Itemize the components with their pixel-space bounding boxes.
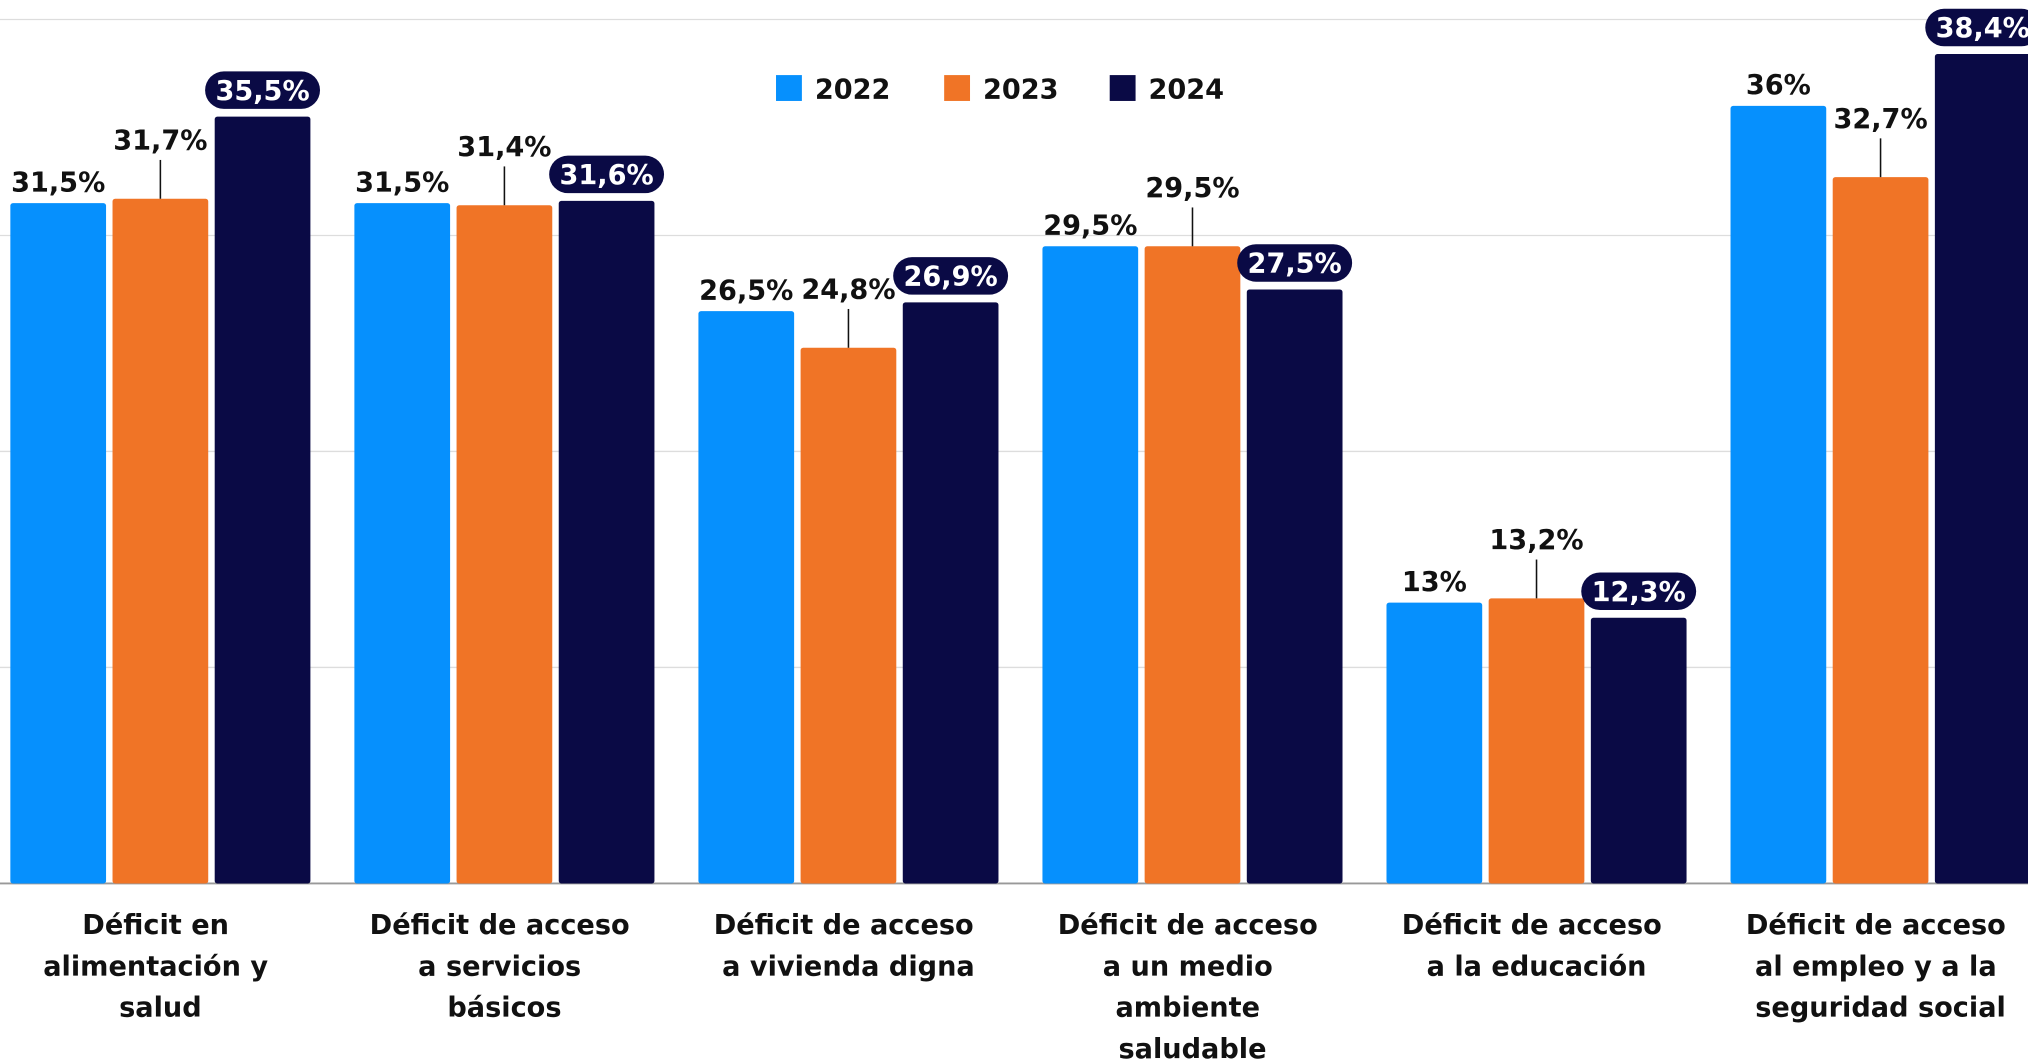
value-label-pill	[1237, 244, 1353, 282]
bar	[112, 198, 209, 884]
value-label: 26,5%	[699, 275, 793, 306]
value-label-pill	[549, 155, 665, 194]
value-label: 31,5%	[355, 167, 449, 198]
bar	[1386, 602, 1483, 884]
legend-swatch	[944, 75, 971, 101]
bar	[558, 200, 655, 884]
value-label-pill	[205, 71, 321, 109]
legend-swatch	[776, 75, 802, 101]
value-label: 36%	[1746, 70, 1811, 101]
legend-label: 2022	[815, 74, 891, 105]
value-label: 31,5%	[11, 167, 105, 198]
bar	[10, 203, 107, 884]
bar	[354, 203, 451, 884]
bar	[1042, 246, 1139, 884]
value-label: 31,6%	[559, 160, 653, 191]
bar	[1488, 598, 1585, 884]
value-label: 24,8%	[801, 275, 895, 306]
value-label: 35,5%	[215, 76, 309, 107]
bar	[456, 205, 553, 884]
bar	[1246, 289, 1343, 884]
value-label: 13%	[1402, 567, 1467, 598]
value-label: 12,3%	[1592, 577, 1686, 608]
value-label-pill	[1581, 572, 1697, 611]
legend-label: 2023	[983, 74, 1059, 105]
x-tick-label: Déficit de acceso al empleo y a la segur…	[1746, 910, 2015, 1024]
bar	[1144, 246, 1241, 884]
value-label: 13,2%	[1489, 525, 1583, 556]
bar	[1590, 617, 1687, 884]
x-tick-label: Déficit de acceso a un medio ambiente sa…	[1058, 910, 1327, 1062]
value-label: 27,5%	[1248, 249, 1342, 280]
bar	[214, 116, 311, 884]
x-tick-label: Déficit de acceso a la educación	[1402, 910, 1671, 982]
x-tick-label: Déficit en alimentación y salud	[43, 910, 277, 1024]
value-label: 38,4%	[1936, 13, 2028, 44]
bar	[800, 347, 897, 884]
value-label: 29,5%	[1043, 211, 1137, 242]
bar	[902, 302, 999, 884]
value-label-pill	[1925, 8, 2028, 47]
legend-label: 2024	[1149, 74, 1225, 105]
x-tick-label: Déficit de acceso a vivienda digna	[714, 910, 983, 982]
value-label: 31,4%	[457, 132, 551, 163]
x-tick-label: Déficit de acceso a servicios básicos	[370, 910, 639, 1024]
value-label: 31,7%	[113, 126, 207, 157]
value-label: 29,5%	[1145, 173, 1239, 204]
bar	[698, 311, 795, 884]
value-label: 32,7%	[1833, 104, 1927, 135]
bar	[1730, 105, 1827, 884]
bar	[1832, 177, 1929, 884]
legend-swatch	[1109, 75, 1136, 101]
bar	[1934, 54, 2028, 884]
value-label: 26,9%	[904, 262, 998, 293]
value-label-pill	[893, 257, 1009, 295]
